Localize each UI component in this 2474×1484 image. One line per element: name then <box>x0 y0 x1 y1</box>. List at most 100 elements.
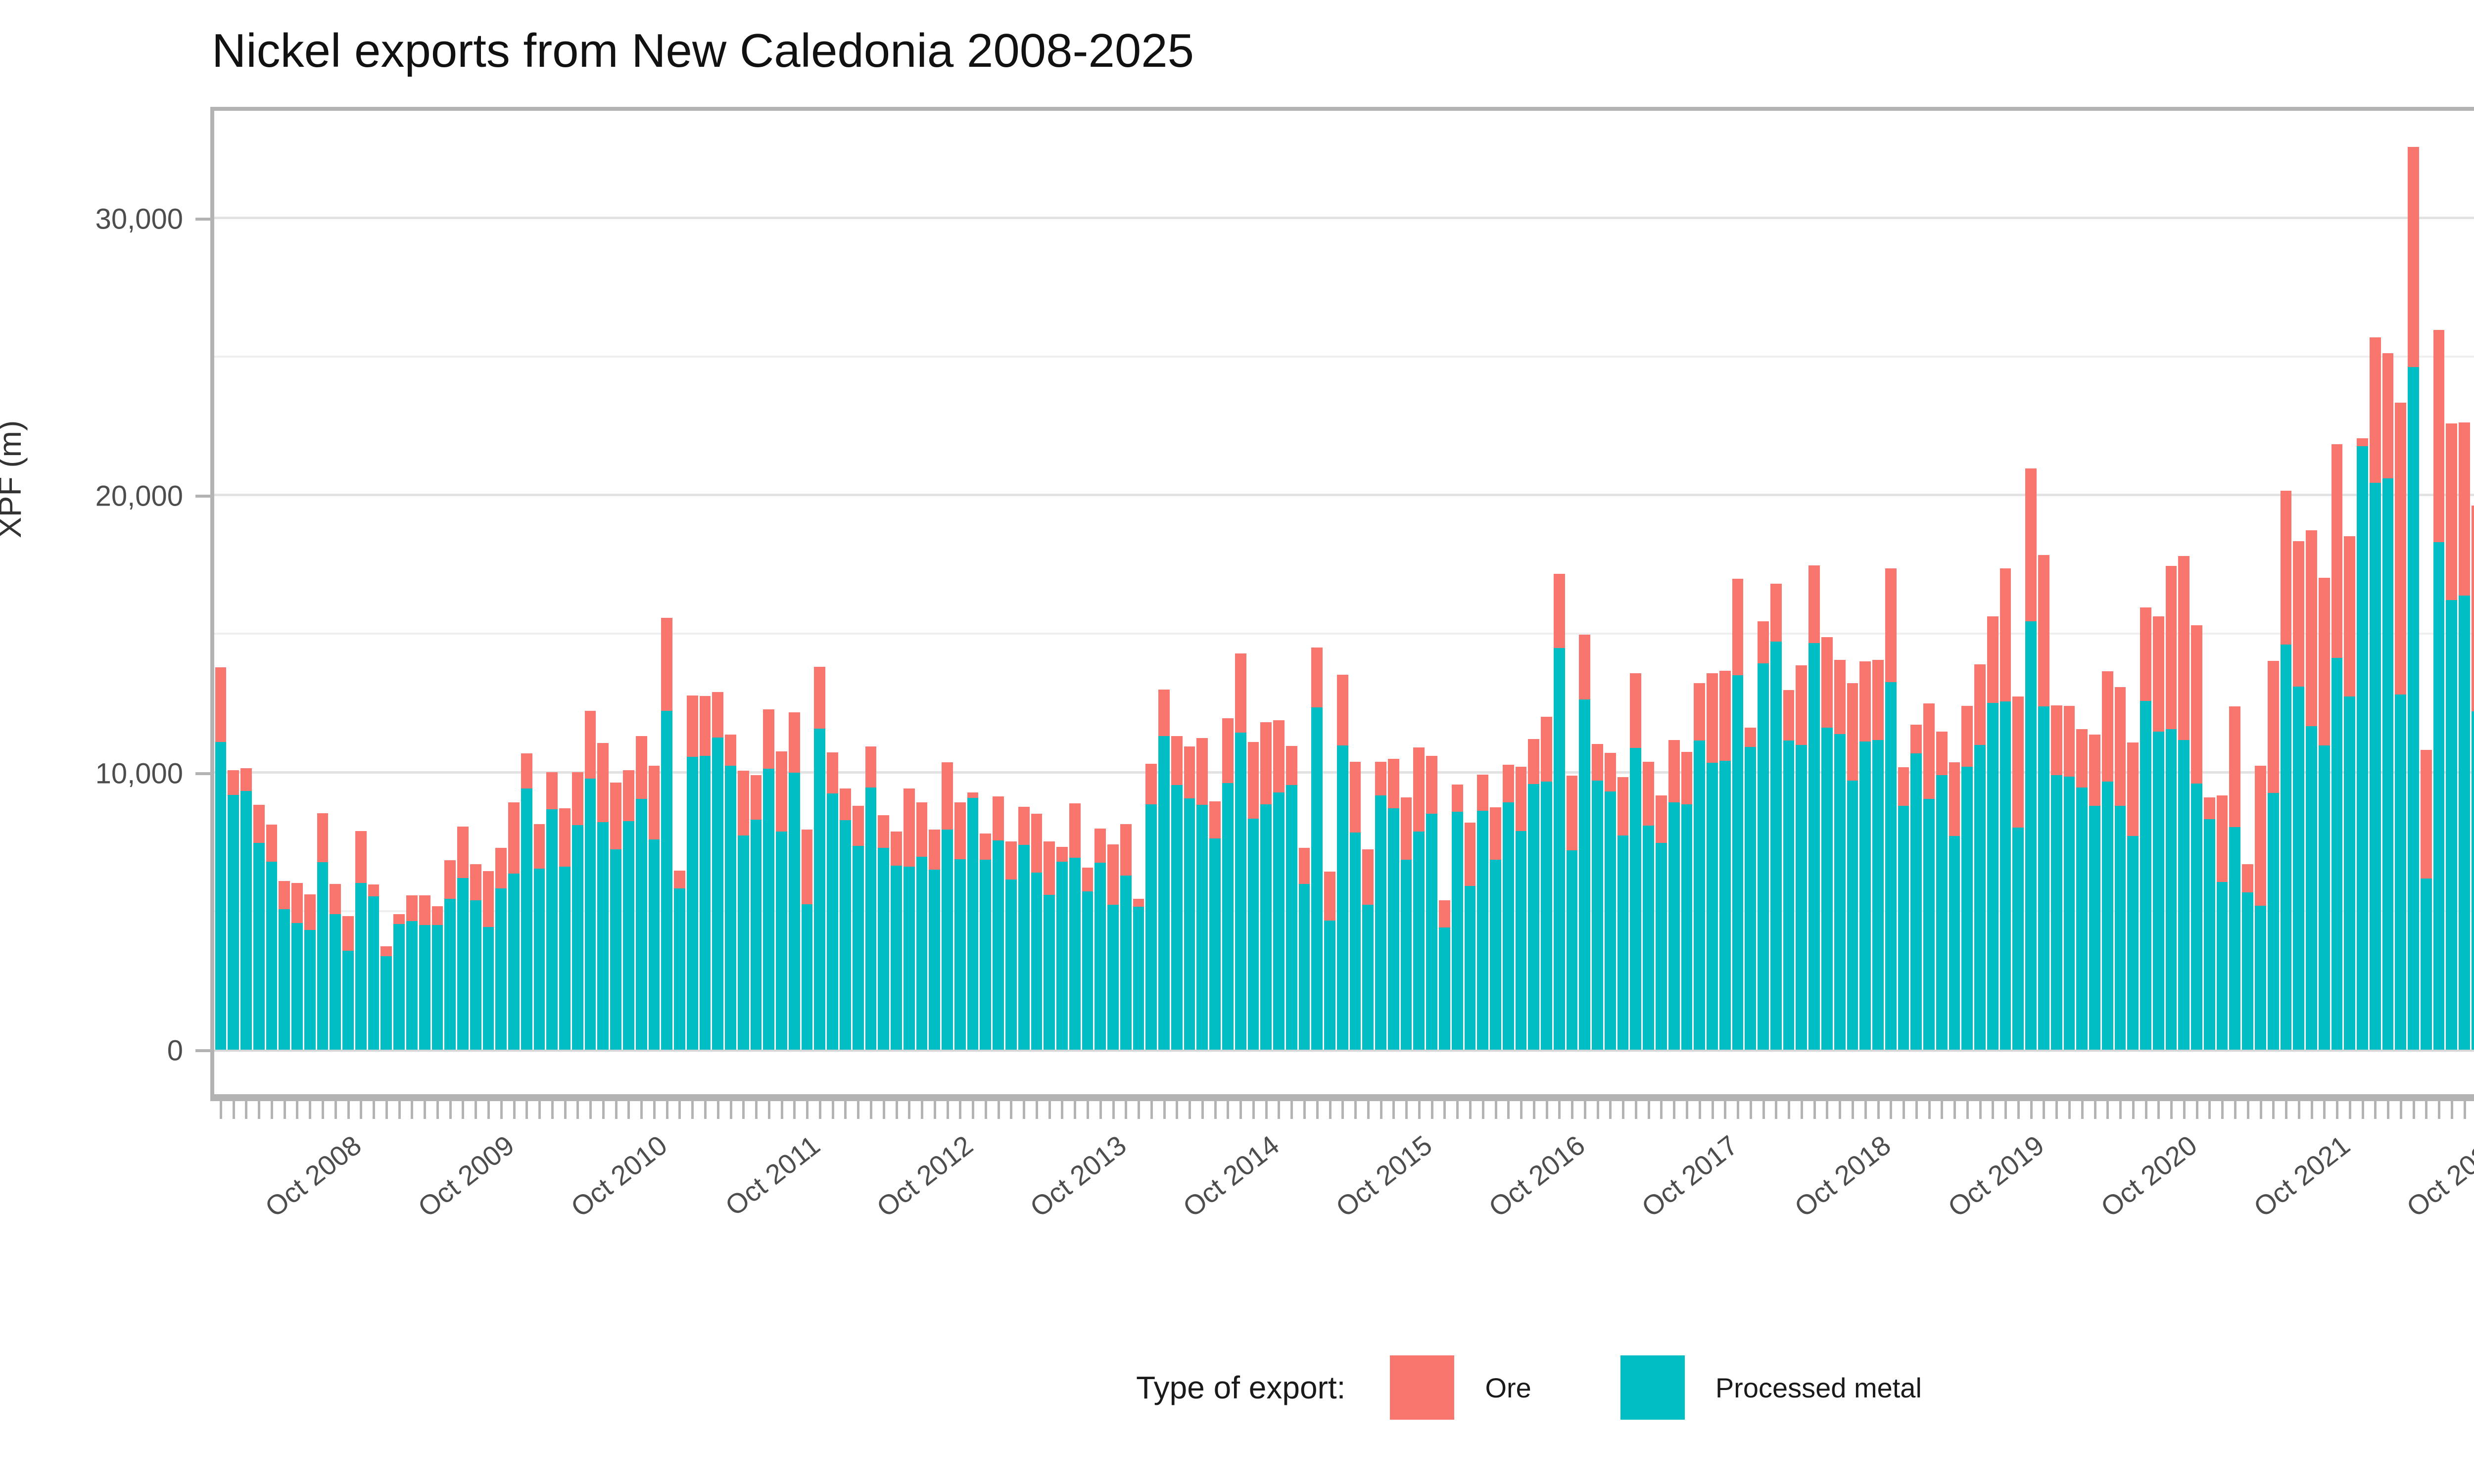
bar[interactable] <box>2292 111 2305 1051</box>
bar[interactable] <box>1285 111 1298 1051</box>
bar[interactable] <box>1591 111 1604 1051</box>
bar[interactable] <box>354 111 367 1051</box>
bar[interactable] <box>1030 111 1043 1051</box>
bar[interactable] <box>1170 111 1183 1051</box>
bar[interactable] <box>1629 111 1642 1051</box>
bar[interactable] <box>2420 111 2432 1051</box>
bar[interactable] <box>864 111 877 1051</box>
bar[interactable] <box>342 111 355 1051</box>
bar[interactable] <box>2012 111 2025 1051</box>
bar[interactable] <box>559 111 571 1051</box>
bar[interactable] <box>1043 111 1056 1051</box>
bar[interactable] <box>1961 111 1974 1051</box>
bar[interactable] <box>635 111 648 1051</box>
bar[interactable] <box>2101 111 2114 1051</box>
bar[interactable] <box>1897 111 1910 1051</box>
bar[interactable] <box>2254 111 2267 1051</box>
bar[interactable] <box>2203 111 2216 1051</box>
bar[interactable] <box>1017 111 1030 1051</box>
bar[interactable] <box>2140 111 2152 1051</box>
bar[interactable] <box>1004 111 1017 1051</box>
bar[interactable] <box>278 111 291 1051</box>
bar[interactable] <box>1566 111 1578 1051</box>
bar[interactable] <box>2280 111 2292 1051</box>
bar[interactable] <box>2356 111 2369 1051</box>
bar[interactable] <box>1489 111 1502 1051</box>
bar[interactable] <box>240 111 253 1051</box>
bar[interactable] <box>941 111 954 1051</box>
bar[interactable] <box>1426 111 1438 1051</box>
bar[interactable] <box>1680 111 1693 1051</box>
bar[interactable] <box>1196 111 1209 1051</box>
bar[interactable] <box>2216 111 2229 1051</box>
bar[interactable] <box>2267 111 2280 1051</box>
bar[interactable] <box>1974 111 1987 1051</box>
bar[interactable] <box>2432 111 2445 1051</box>
bar[interactable] <box>495 111 508 1051</box>
bar[interactable] <box>571 111 584 1051</box>
bar[interactable] <box>444 111 457 1051</box>
bar[interactable] <box>252 111 265 1051</box>
bar[interactable] <box>622 111 635 1051</box>
bar[interactable] <box>2407 111 2420 1051</box>
bar[interactable] <box>1132 111 1145 1051</box>
bar[interactable] <box>1948 111 1961 1051</box>
bar[interactable] <box>1757 111 1770 1051</box>
bar[interactable] <box>1515 111 1527 1051</box>
bar[interactable] <box>1324 111 1336 1051</box>
bar[interactable] <box>775 111 788 1051</box>
bar[interactable] <box>1642 111 1655 1051</box>
bar[interactable] <box>380 111 393 1051</box>
bar[interactable] <box>329 111 342 1051</box>
bar[interactable] <box>2318 111 2331 1051</box>
bar[interactable] <box>2445 111 2458 1051</box>
bar[interactable] <box>1362 111 1375 1051</box>
bar[interactable] <box>1298 111 1311 1051</box>
bar[interactable] <box>801 111 813 1051</box>
bar[interactable] <box>2331 111 2343 1051</box>
bar[interactable] <box>1795 111 1808 1051</box>
bar[interactable] <box>1375 111 1387 1051</box>
bar[interactable] <box>1693 111 1706 1051</box>
bar[interactable] <box>610 111 622 1051</box>
bar[interactable] <box>1094 111 1107 1051</box>
bar[interactable] <box>482 111 495 1051</box>
bar[interactable] <box>1273 111 1285 1051</box>
bar[interactable] <box>1731 111 1744 1051</box>
bar[interactable] <box>405 111 418 1051</box>
bar[interactable] <box>648 111 661 1051</box>
bar[interactable] <box>2050 111 2063 1051</box>
bar[interactable] <box>1872 111 1885 1051</box>
bar[interactable] <box>1502 111 1515 1051</box>
bar[interactable] <box>1247 111 1260 1051</box>
bar[interactable] <box>533 111 546 1051</box>
bar[interactable] <box>1068 111 1081 1051</box>
bar[interactable] <box>508 111 521 1051</box>
bar[interactable] <box>1846 111 1859 1051</box>
bar[interactable] <box>1158 111 1171 1051</box>
bar[interactable] <box>214 111 227 1051</box>
bar[interactable] <box>1387 111 1400 1051</box>
bar[interactable] <box>431 111 444 1051</box>
bar[interactable] <box>303 111 316 1051</box>
bar[interactable] <box>1820 111 1833 1051</box>
bar[interactable] <box>979 111 992 1051</box>
bar[interactable] <box>2369 111 2381 1051</box>
bar[interactable] <box>852 111 864 1051</box>
bar[interactable] <box>1667 111 1680 1051</box>
bar[interactable] <box>265 111 278 1051</box>
bar[interactable] <box>2190 111 2203 1051</box>
bar[interactable] <box>367 111 380 1051</box>
bar[interactable] <box>1438 111 1451 1051</box>
bar[interactable] <box>890 111 903 1051</box>
bar[interactable] <box>1400 111 1413 1051</box>
bar[interactable] <box>2037 111 2050 1051</box>
bar[interactable] <box>661 111 673 1051</box>
bar[interactable] <box>1056 111 1069 1051</box>
bar[interactable] <box>1476 111 1489 1051</box>
bar[interactable] <box>2471 111 2474 1051</box>
bar[interactable] <box>877 111 890 1051</box>
bar[interactable] <box>2178 111 2190 1051</box>
bar[interactable] <box>1999 111 2012 1051</box>
bar[interactable] <box>2114 111 2127 1051</box>
